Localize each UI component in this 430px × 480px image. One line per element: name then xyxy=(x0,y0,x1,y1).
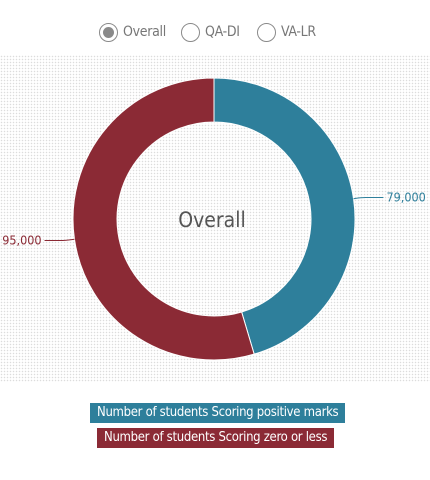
legend-item-positive[interactable]: Number of students Scoring positive mark… xyxy=(90,403,346,423)
donut-slice[interactable] xyxy=(213,77,356,355)
tab-label: QA-DI xyxy=(205,24,240,40)
tab-qa-di[interactable]: QA-DI xyxy=(181,18,240,46)
data-label: 79,000 xyxy=(386,190,425,205)
data-label: 95,000 xyxy=(2,232,41,247)
center-label: Overall xyxy=(178,208,246,232)
donut-slice[interactable] xyxy=(72,77,255,361)
view-selector: Overall QA-DI VA-LR xyxy=(0,18,430,46)
radio-selected-icon[interactable] xyxy=(99,22,118,42)
legend-item-zero-or-less[interactable]: Number of students Scoring zero or less xyxy=(97,428,335,448)
plot-area: 79,000 95,000 Overall xyxy=(0,55,430,382)
legend-label: Number of students Scoring zero or less xyxy=(104,430,328,445)
label-connector xyxy=(44,238,75,241)
label-connector xyxy=(353,197,384,200)
tab-overall[interactable]: Overall xyxy=(99,18,166,46)
tab-label: VA-LR xyxy=(281,24,316,40)
donut-chart: 79,000 95,000 Overall xyxy=(2,77,426,361)
tab-va-lr[interactable]: VA-LR xyxy=(257,18,316,46)
radio-unselected-icon[interactable] xyxy=(257,22,276,42)
radio-unselected-icon[interactable] xyxy=(181,22,200,42)
legend-label: Number of students Scoring positive mark… xyxy=(97,405,339,420)
tab-label: Overall xyxy=(123,24,166,40)
